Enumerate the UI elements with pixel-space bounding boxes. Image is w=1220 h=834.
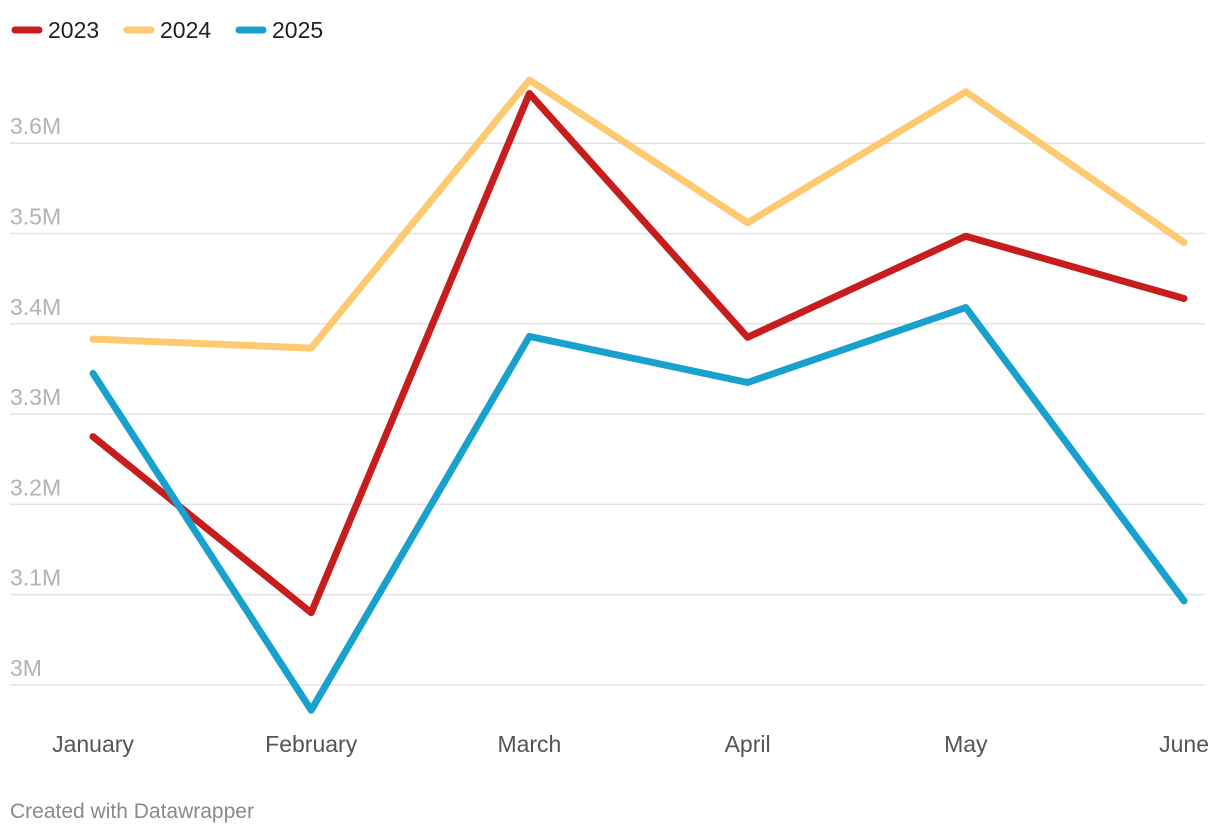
y-tick-label: 3.5M xyxy=(10,203,61,229)
footer-credit: Created with Datawrapper xyxy=(10,800,254,823)
y-axis-labels: 3M 3.1M 3.2M 3.3M 3.4M 3.5M 3.6M xyxy=(10,113,61,681)
legend-label: 2024 xyxy=(160,17,211,43)
x-tick-label: April xyxy=(725,731,771,757)
series-line-2025 xyxy=(89,304,1188,714)
series-line-2023 xyxy=(89,90,1188,617)
legend: 2023 2024 2025 xyxy=(11,17,323,43)
series-line-2024 xyxy=(89,76,1188,352)
legend-item-2024: 2024 xyxy=(123,17,211,43)
legend-label: 2023 xyxy=(48,17,99,43)
x-tick-label: January xyxy=(52,731,134,757)
legend-item-2025: 2025 xyxy=(235,17,323,43)
x-tick-label: March xyxy=(497,731,561,757)
x-tick-label: June xyxy=(1159,731,1209,757)
y-gridlines xyxy=(10,142,1205,686)
legend-item-2023: 2023 xyxy=(11,17,99,43)
y-tick-label: 3.4M xyxy=(10,294,61,320)
y-tick-label: 3.3M xyxy=(10,384,61,410)
x-tick-label: February xyxy=(265,731,358,757)
y-tick-label: 3.6M xyxy=(10,113,61,139)
y-tick-label: 3M xyxy=(10,655,42,681)
y-tick-label: 3.2M xyxy=(10,474,61,500)
y-tick-label: 3.1M xyxy=(10,565,61,591)
x-tick-label: May xyxy=(944,731,988,757)
x-axis-labels: January February March April May June xyxy=(52,731,1209,757)
legend-label: 2025 xyxy=(272,17,323,43)
series-lines xyxy=(89,76,1188,714)
